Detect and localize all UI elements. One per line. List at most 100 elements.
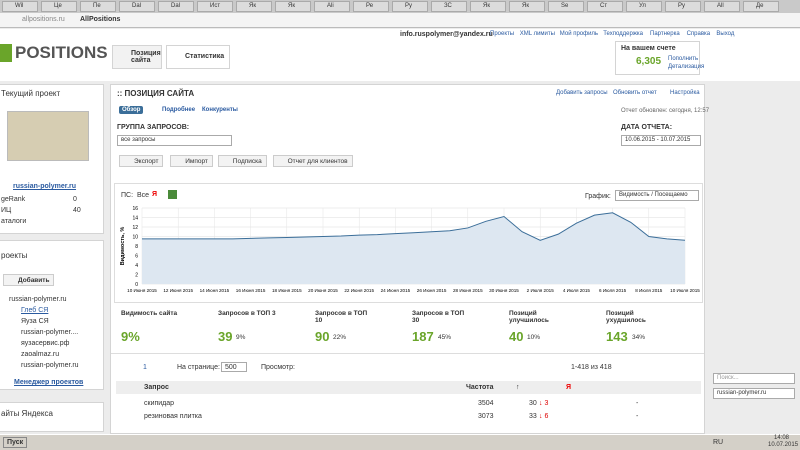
browser-tab[interactable]: Wil (2, 1, 38, 12)
ps-google[interactable] (168, 190, 177, 199)
browser-tab[interactable]: Dal (119, 1, 155, 12)
browser-tab[interactable]: Ист (197, 1, 233, 12)
toolbar-button[interactable]: Экспорт (119, 155, 164, 167)
browser-tab[interactable]: Ул (626, 1, 662, 12)
tree-item[interactable]: russian-polymer.... (21, 329, 79, 336)
browser-tab[interactable]: Як (275, 1, 311, 12)
x-tick-label: 26 Июня 2015 (417, 288, 447, 293)
y-tick-label: 10 (132, 235, 138, 241)
per-page-select[interactable]: 500 (221, 362, 247, 372)
date-input[interactable]: 10.06.2015 - 10.07.2015 (621, 135, 701, 146)
stat-value: 9% (121, 329, 140, 344)
site-thumbnail (7, 111, 89, 161)
table-header-bg (116, 381, 701, 394)
tab[interactable]: Конкуренты (202, 107, 238, 113)
tab[interactable]: Подробнее (162, 107, 196, 113)
tab[interactable]: Обзор (119, 106, 144, 114)
table-cell: скипидар (144, 400, 175, 407)
action-link[interactable]: Добавить запросы (556, 90, 608, 96)
top-link[interactable]: Справка (686, 31, 711, 37)
top-link[interactable]: XML лимиты (519, 31, 555, 37)
main-panel: :: ПОЗИЦИЯ САЙТА Добавить запросы Обновит… (110, 84, 709, 434)
table-cell: 3073 (478, 413, 494, 420)
browser-tab[interactable]: Як (470, 1, 506, 12)
table-cell: - (636, 413, 639, 420)
manager-link[interactable]: Менеджер проектов (14, 379, 84, 386)
page-number[interactable]: 1 (143, 364, 147, 371)
browser-tab[interactable]: Як (509, 1, 545, 12)
top-link[interactable]: Проекты (490, 31, 515, 37)
browser-tab[interactable]: ЗС (431, 1, 467, 12)
y-axis-label: Видимость, % (120, 227, 126, 266)
browser-tab[interactable]: All (704, 1, 740, 12)
browser-tab[interactable]: Ру (665, 1, 701, 12)
details-link[interactable]: Детализация (668, 64, 705, 70)
x-tick-label: 28 Июня 2015 (453, 288, 483, 293)
stat-pct: 22% (333, 334, 347, 341)
column-header: ↑ (516, 384, 520, 391)
top-link[interactable]: Выход (716, 31, 735, 37)
group-select[interactable]: все запросы (117, 135, 232, 146)
tree-item[interactable]: яузасервис.рф (21, 340, 70, 347)
tree-item[interactable]: russian-polymer.ru (21, 362, 79, 369)
browser-tab[interactable]: Як (236, 1, 272, 12)
stat-label: Запросов в ТОП 10 (315, 310, 368, 324)
tree-item[interactable]: zaoalmaz.ru (21, 351, 60, 358)
browser-tab[interactable]: Пе (80, 1, 116, 12)
stat-value: 187 (412, 329, 434, 344)
column-header: Запрос (144, 384, 169, 391)
nav-label: Позиция сайта (131, 50, 161, 64)
url[interactable]: allpositions.ru (22, 16, 65, 23)
y-tick-label: 16 (132, 206, 138, 212)
y-tick-label: 6 (135, 254, 138, 260)
label: ДАТА ОТЧЕТА: (621, 124, 673, 131)
column-header: Частота (466, 384, 494, 391)
top-link[interactable]: Техподдержка (603, 31, 643, 37)
language[interactable]: RU (713, 439, 724, 446)
browser-tab[interactable]: Ре (353, 1, 389, 12)
toolbar-button[interactable]: Подписка (217, 155, 267, 167)
browser-tab[interactable]: Це (41, 1, 77, 12)
metric-value: 40 (73, 207, 81, 214)
nav-stats[interactable]: Статистика (166, 45, 230, 69)
ps-yandex[interactable]: Я (152, 191, 158, 198)
start-button[interactable]: Пуск (3, 437, 28, 448)
add-button[interactable]: Добавить (3, 274, 55, 286)
metric-label: ИЦ (1, 207, 12, 214)
browser-tab[interactable]: Ali (314, 1, 350, 12)
top-link[interactable]: Мой профиль (559, 31, 599, 37)
search-input[interactable]: Поиск... (713, 373, 795, 384)
stat-label: Позиций ухудшилось (606, 310, 646, 324)
tree-item[interactable]: russian-polymer.ru (9, 296, 67, 303)
browser-tab[interactable]: Ру (392, 1, 428, 12)
browser-tab[interactable]: Де (743, 1, 779, 12)
graph-select[interactable]: Видимость / Посещаемо (615, 190, 699, 201)
label: График: (585, 193, 611, 200)
site-link[interactable]: russian-polymer.ru (13, 183, 77, 190)
topup-link[interactable]: Пополнить (668, 56, 699, 62)
site-select[interactable]: russian-polymer.ru (713, 388, 795, 399)
tree-item[interactable]: Яуза СЯ (21, 318, 49, 325)
balance-box: На вашем счете 6,305 Пополнить Детализац… (615, 41, 704, 75)
y-tick-label: 4 (135, 263, 138, 269)
x-tick-label: 20 Июня 2015 (308, 288, 338, 293)
toolbar-button[interactable]: Импорт (170, 155, 213, 167)
chart: Видимость, % 0 2 4 6 8 10 12 14 16 10 Июня 2015 12 … (120, 206, 700, 293)
panel-title: :: ПОЗИЦИЯ САЙТА (117, 89, 195, 98)
clock-date: 10.07.2015 (768, 442, 799, 448)
table-cell: - (636, 400, 639, 407)
nav-position[interactable]: Позиция сайта (112, 45, 162, 69)
tab-strip: Wil Це Пе Dal Dal Ист Як Як Ali Ре Ру ЗС Як Як Se Ст Ул Р… (0, 0, 800, 13)
browser-tab[interactable]: Ст (587, 1, 623, 12)
browser-tab[interactable]: Se (548, 1, 584, 12)
yandex-sites: айты Яндекса (0, 402, 104, 432)
browser-tab[interactable]: Dal (158, 1, 194, 12)
action-link[interactable]: Обновить отчет (613, 90, 657, 96)
table-cell: 30 (529, 400, 537, 407)
top-link[interactable]: Партнерка (650, 31, 680, 37)
tree-item[interactable]: Глеб СЯ (21, 307, 49, 314)
action-link[interactable]: Настройка (670, 90, 700, 96)
toolbar-button[interactable]: Отчет для клиентов (272, 155, 353, 167)
ps-all[interactable]: Все (137, 192, 150, 199)
